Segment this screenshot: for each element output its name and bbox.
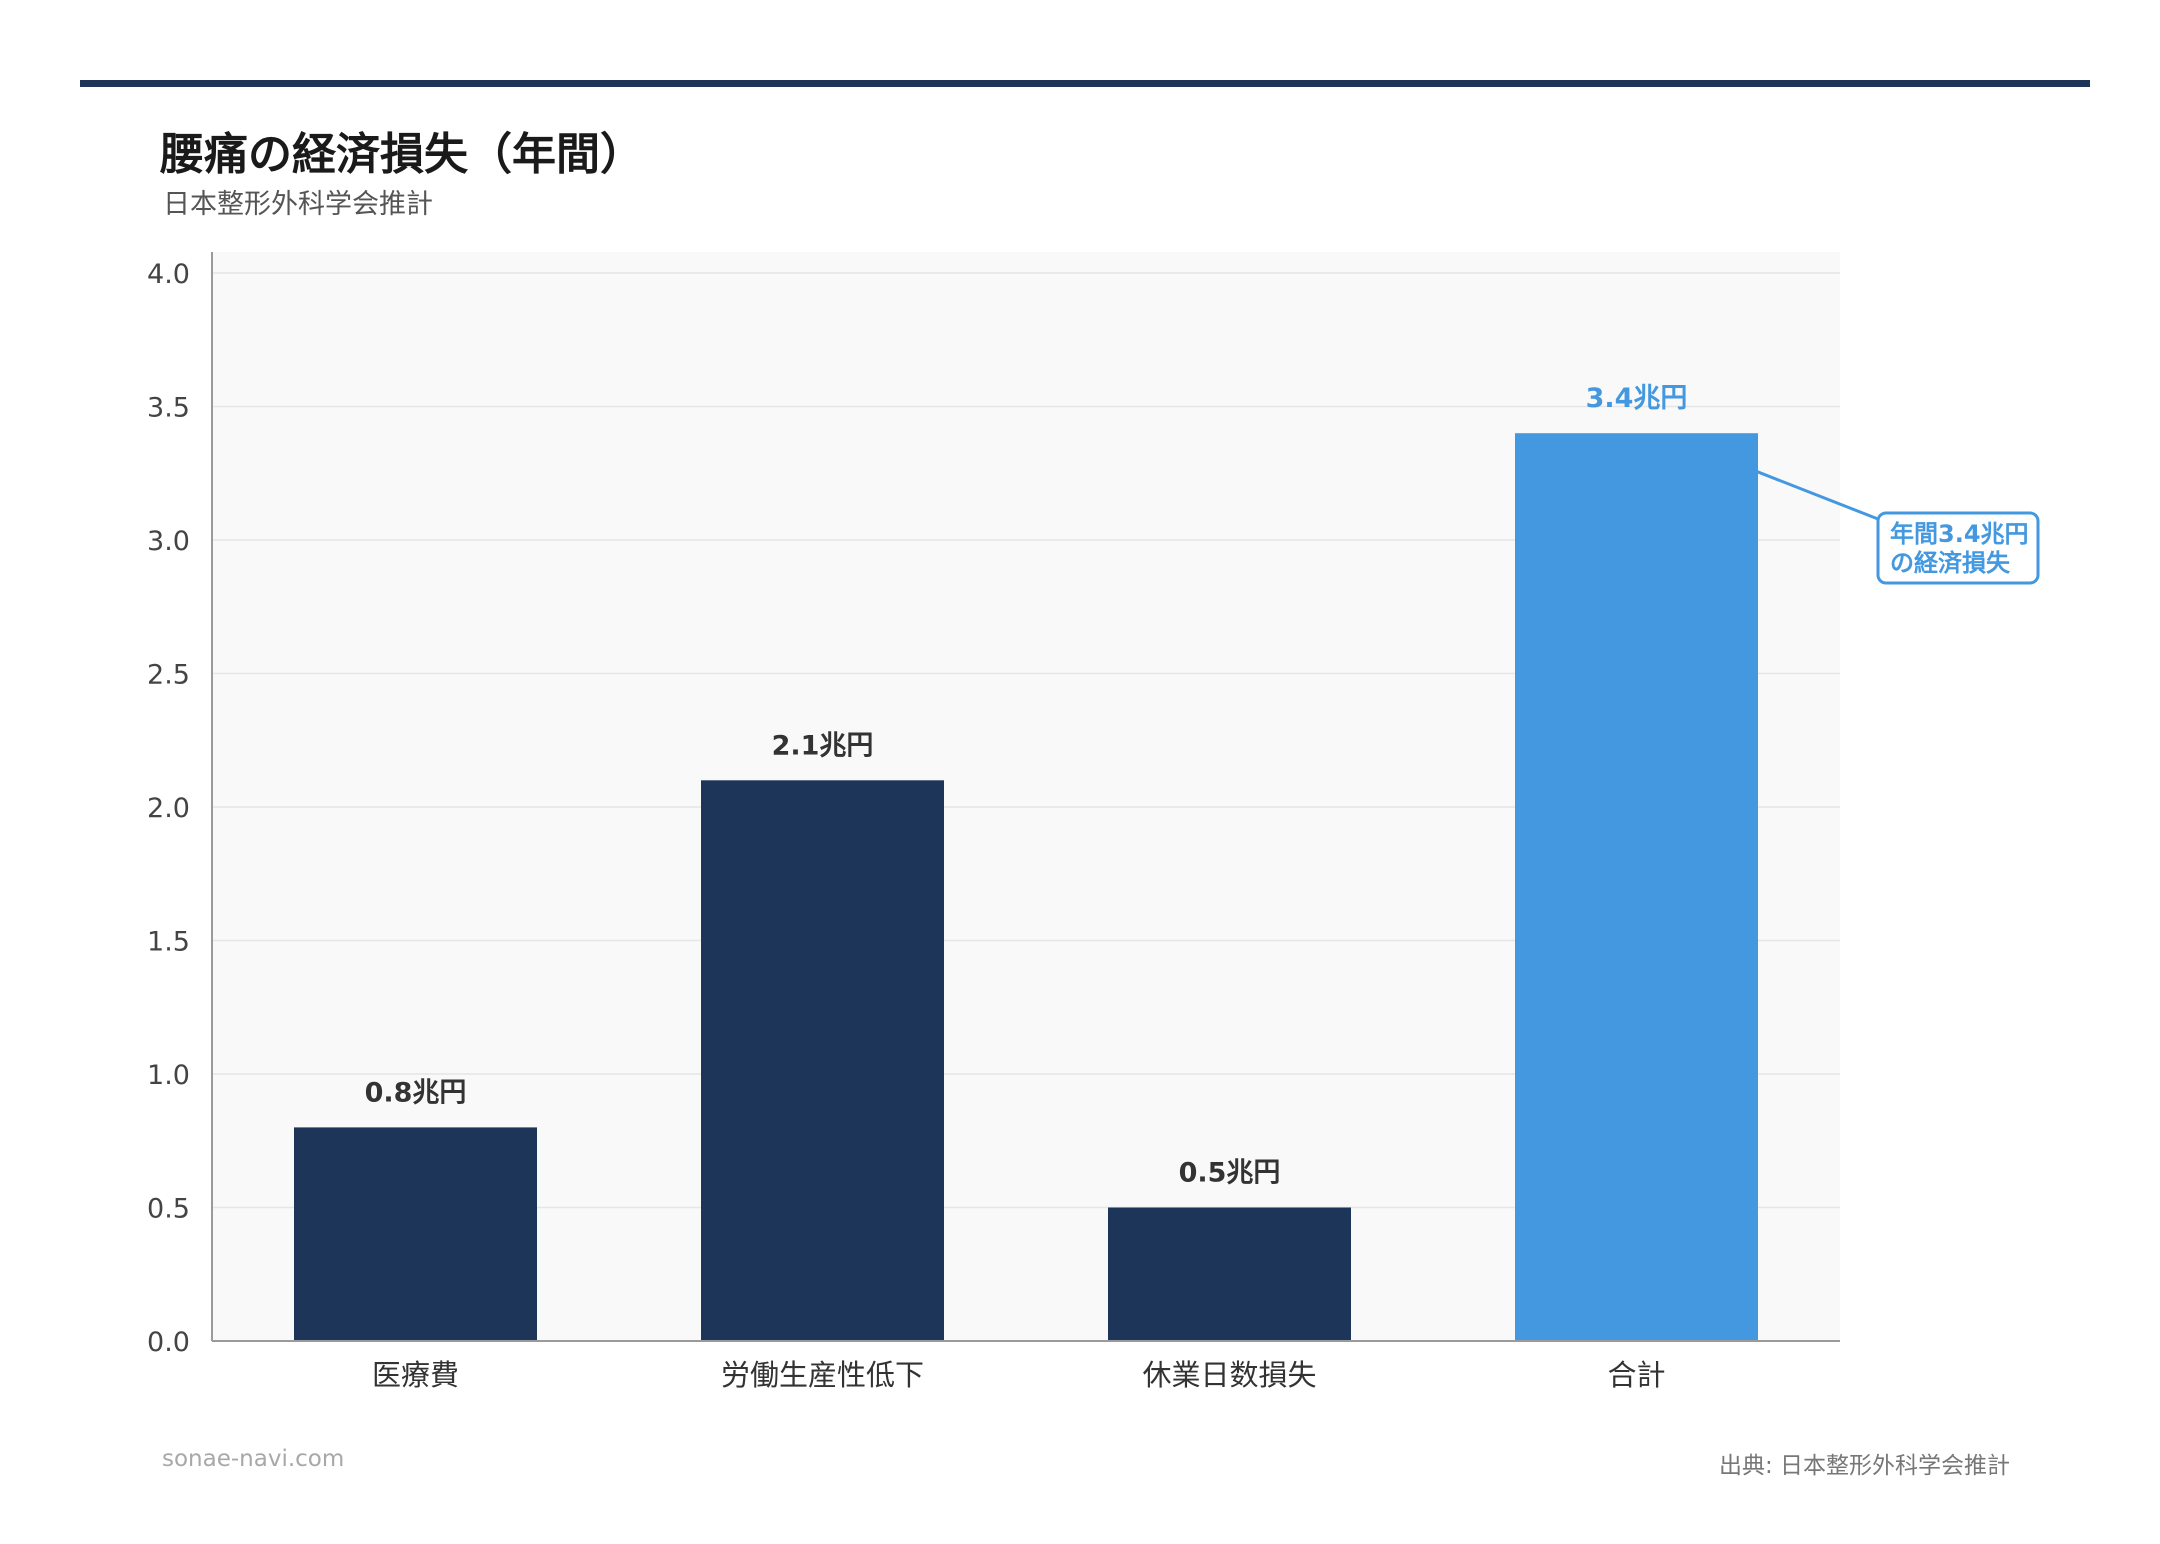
bar-value-label: 3.4兆円	[1586, 383, 1688, 414]
bars	[294, 433, 1758, 1341]
y-tick-label: 1.5	[147, 927, 190, 958]
y-tick-label: 2.5	[147, 660, 190, 691]
bar	[1515, 433, 1758, 1341]
y-tick-label: 3.0	[147, 526, 190, 557]
y-tick-label: 4.0	[147, 259, 190, 290]
y-tick-label: 0.5	[147, 1194, 190, 1225]
y-tick-label: 0.0	[147, 1327, 190, 1358]
callout-box	[1876, 511, 2040, 585]
chart-title: 腰痛の経済損失（年間）	[160, 129, 644, 180]
bar	[294, 1127, 537, 1341]
category-label: 合計	[1607, 1358, 1665, 1392]
footer-source: 出典: 日本整形外科学会推計	[1718, 1453, 2010, 1479]
callout-text: の経済損失	[1890, 549, 2011, 577]
bar	[1108, 1207, 1351, 1341]
top-rule	[80, 80, 2090, 87]
bar-value-label: 2.1兆円	[772, 730, 874, 761]
bar-value-label: 0.8兆円	[365, 1077, 467, 1108]
footer-site: sonae-navi.com	[162, 1446, 345, 1472]
category-labels: 医療費 労働生産性低下 休業日数損失 合計	[372, 1358, 1666, 1392]
bar	[701, 780, 944, 1341]
value-labels: 0.8兆円 2.1兆円 0.5兆円 3.4兆円	[365, 383, 1688, 1188]
y-tick-label: 1.0	[147, 1060, 190, 1091]
y-axis-ticks: 0.0 0.5 1.0 1.5 2.0 2.5 3.0 3.5 4.0	[147, 259, 190, 1358]
category-label: 休業日数損失	[1142, 1358, 1316, 1392]
y-tick-label: 2.0	[147, 793, 190, 824]
callout-text: 年間3.4兆円	[1890, 520, 2029, 548]
y-tick-label: 3.5	[147, 393, 190, 424]
bar-value-label: 0.5兆円	[1179, 1158, 1281, 1189]
category-label: 医療費	[372, 1358, 459, 1392]
callout-leader-line	[1755, 469, 1879, 521]
category-label: 労働生産性低下	[721, 1358, 924, 1392]
chart-subtitle: 日本整形外科学会推計	[163, 189, 433, 220]
